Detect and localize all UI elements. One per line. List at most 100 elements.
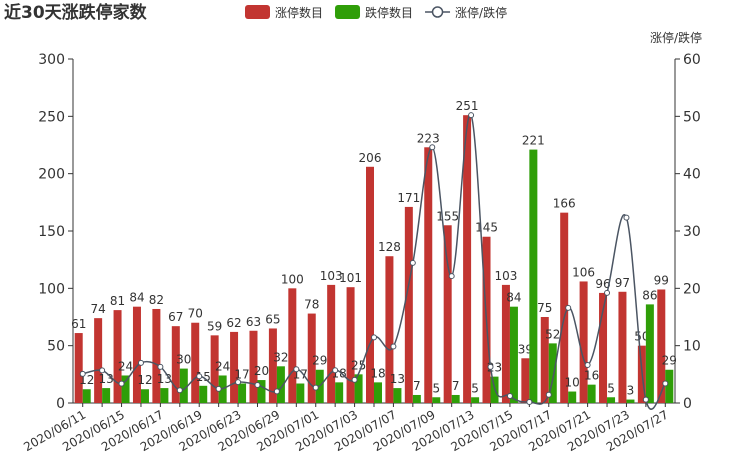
bar bbox=[179, 368, 188, 403]
bar-value-label: 101 bbox=[339, 271, 362, 285]
y2-tick-label: 50 bbox=[683, 109, 701, 125]
ratio-point bbox=[332, 367, 339, 374]
bar-value-label: 106 bbox=[572, 265, 595, 279]
bar-value-label: 103 bbox=[320, 269, 343, 283]
bar bbox=[191, 322, 200, 403]
bar bbox=[113, 310, 122, 403]
bar bbox=[657, 289, 666, 403]
bar bbox=[393, 388, 402, 403]
bar-value-label: 100 bbox=[281, 272, 304, 286]
bar bbox=[268, 328, 277, 403]
bar bbox=[121, 375, 130, 403]
ratio-point bbox=[99, 367, 106, 374]
bar bbox=[521, 358, 530, 403]
bar bbox=[249, 330, 258, 403]
bar bbox=[335, 382, 344, 403]
bar-value-label: 63 bbox=[246, 315, 261, 329]
ratio-point bbox=[235, 379, 242, 386]
bar bbox=[354, 374, 363, 403]
bar-value-label: 166 bbox=[553, 197, 576, 211]
bar-value-label: 86 bbox=[642, 288, 657, 302]
bar bbox=[463, 115, 472, 403]
bar-value-label: 12 bbox=[137, 373, 152, 387]
bar bbox=[451, 394, 460, 403]
bar bbox=[432, 397, 441, 403]
bar-value-label: 13 bbox=[390, 372, 405, 386]
bar bbox=[199, 385, 208, 403]
legend-label: 涨停数目 bbox=[275, 5, 323, 20]
bar bbox=[404, 206, 413, 403]
y-tick-label: 200 bbox=[38, 167, 65, 183]
bar bbox=[618, 291, 627, 403]
ratio-point bbox=[293, 366, 300, 373]
bar bbox=[626, 399, 635, 403]
y2-tick-label: 10 bbox=[683, 339, 701, 355]
legend-label: 跌停数目 bbox=[365, 5, 413, 20]
y-tick-label: 300 bbox=[38, 52, 65, 68]
bar-value-label: 128 bbox=[378, 240, 401, 254]
bar bbox=[424, 147, 433, 403]
bar-value-label: 5 bbox=[607, 381, 615, 395]
bar-value-label: 145 bbox=[475, 221, 498, 235]
y-tick-label: 250 bbox=[38, 109, 65, 125]
ratio-point bbox=[565, 304, 572, 311]
y2-tick-label: 30 bbox=[683, 224, 701, 240]
bar bbox=[152, 308, 161, 403]
bar bbox=[230, 331, 239, 403]
ratio-point bbox=[487, 363, 494, 370]
bar-value-label: 84 bbox=[506, 291, 521, 305]
bar bbox=[296, 383, 305, 403]
bar-value-label: 81 bbox=[110, 294, 125, 308]
bar bbox=[102, 388, 111, 403]
ratio-point bbox=[409, 259, 416, 266]
bar-value-label: 65 bbox=[265, 312, 280, 326]
ratio-point bbox=[545, 391, 552, 398]
ratio-point bbox=[137, 359, 144, 366]
bar-value-label: 13 bbox=[98, 372, 113, 386]
ratio-point bbox=[506, 392, 513, 399]
ratio-point bbox=[623, 214, 630, 221]
bar-value-label: 30 bbox=[176, 353, 191, 367]
ratio-point bbox=[448, 273, 455, 280]
bar bbox=[307, 313, 316, 403]
ratio-point bbox=[390, 343, 397, 350]
ratio-point bbox=[79, 370, 86, 377]
ratio-point bbox=[604, 289, 611, 296]
bar bbox=[568, 391, 577, 403]
bar bbox=[366, 166, 374, 403]
bar bbox=[607, 397, 616, 403]
bar-value-label: 82 bbox=[149, 293, 164, 307]
ratio-line bbox=[82, 113, 666, 410]
bar bbox=[276, 366, 285, 403]
ratio-point bbox=[196, 373, 203, 380]
ratio-point bbox=[176, 387, 183, 394]
bar-value-label: 78 bbox=[304, 298, 319, 312]
bar bbox=[665, 369, 674, 403]
bar bbox=[529, 149, 538, 403]
bar-value-label: 103 bbox=[494, 269, 517, 283]
bar bbox=[132, 306, 141, 403]
bar-value-label: 74 bbox=[90, 302, 105, 316]
bar bbox=[94, 318, 103, 403]
bar bbox=[579, 281, 588, 403]
bar bbox=[374, 382, 382, 403]
bar-value-label: 221 bbox=[522, 134, 545, 148]
ratio-point bbox=[118, 380, 125, 387]
bar bbox=[140, 389, 149, 403]
y-tick-label: 0 bbox=[56, 396, 65, 412]
bar bbox=[471, 397, 480, 403]
bar bbox=[385, 256, 394, 403]
bar-value-label: 155 bbox=[436, 209, 459, 223]
bar-value-label: 206 bbox=[359, 151, 382, 165]
bar bbox=[412, 394, 421, 403]
bar-value-label: 20 bbox=[254, 364, 269, 378]
ratio-point bbox=[215, 385, 222, 392]
bar bbox=[560, 212, 569, 403]
bar-value-label: 96 bbox=[595, 277, 610, 291]
ratio-point bbox=[312, 384, 319, 391]
ratio-point bbox=[273, 388, 280, 395]
bar bbox=[160, 388, 169, 403]
bar bbox=[599, 292, 608, 403]
bar-value-label: 171 bbox=[397, 191, 420, 205]
bar-value-label: 16 bbox=[584, 369, 599, 383]
